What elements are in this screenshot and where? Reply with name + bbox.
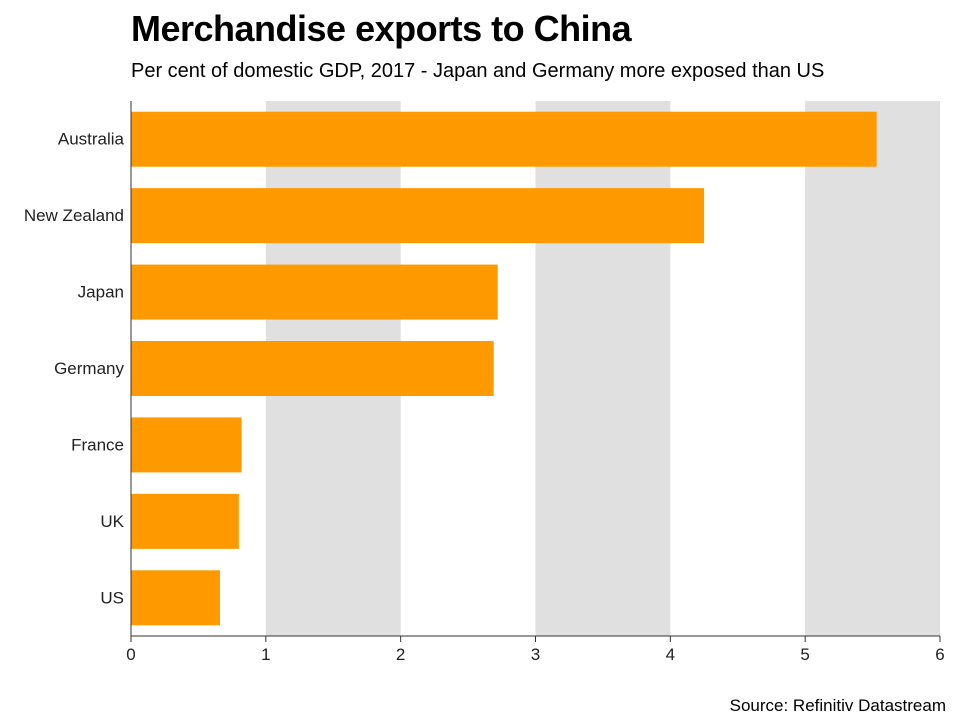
bar-new-zealand [131, 188, 705, 244]
category-label: Australia [58, 130, 125, 149]
bar-us [131, 570, 220, 626]
x-tick-label: 2 [396, 645, 405, 664]
x-tick-label: 3 [531, 645, 540, 664]
bar-uk [131, 493, 239, 549]
x-tick-label: 6 [935, 645, 944, 664]
chart-source: Source: Refinitiv Datastream [729, 696, 946, 715]
category-label: New Zealand [24, 206, 124, 225]
chart-subtitle: Per cent of domestic GDP, 2017 - Japan a… [131, 60, 825, 82]
bar-australia [131, 111, 877, 167]
bar-france [131, 417, 242, 473]
category-label: France [71, 435, 124, 454]
bar-germany [131, 341, 494, 396]
value-axis: 0 1 2 3 4 5 6 [126, 101, 945, 664]
category-axis: Australia New Zealand Japan Germany France UK… [24, 130, 125, 608]
category-label: Germany [54, 359, 124, 378]
x-tick-label: 0 [126, 645, 135, 664]
chart-title: Merchandise exports to China [131, 8, 632, 49]
category-label: Japan [78, 283, 124, 302]
x-tick-label: 4 [666, 645, 675, 664]
grid-band [805, 101, 940, 636]
bar-series [131, 111, 877, 626]
grid-band [535, 101, 671, 636]
x-tick-label: 5 [800, 645, 809, 664]
x-tick-label: 1 [261, 645, 270, 664]
category-label: UK [100, 512, 124, 531]
bar-japan [131, 264, 498, 320]
category-label: US [100, 588, 124, 607]
